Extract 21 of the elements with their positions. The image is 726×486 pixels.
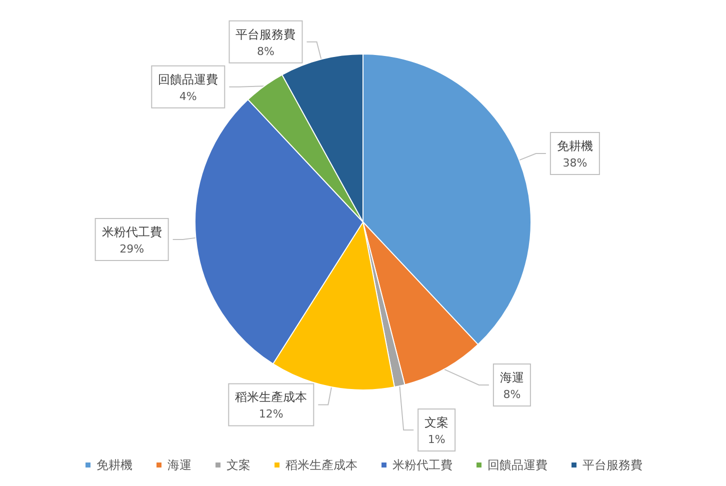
slice-label: 文案 <box>424 415 449 430</box>
data-label: 29% <box>120 242 144 256</box>
slice-label: 平台服務費 <box>236 27 296 42</box>
legend-label: 平台服務費 <box>582 458 642 472</box>
legend-label: 海運 <box>168 458 192 472</box>
slice-label: 米粉代工費 <box>102 225 162 240</box>
slice-label: 回饋品運費 <box>158 72 218 86</box>
data-label: 8% <box>257 44 274 58</box>
data-label: 12% <box>258 408 284 421</box>
slice-label: 稻米生產成本 <box>235 390 308 404</box>
legend-label: 米粉代工費 <box>392 458 452 472</box>
data-label: 38% <box>562 156 588 170</box>
slice-label: 海運 <box>500 370 524 384</box>
legend-label: 免耕機 <box>96 458 132 472</box>
legend-label: 回饋品運費 <box>488 458 548 472</box>
data-label: 8% <box>503 388 521 401</box>
data-label: 4% <box>179 90 197 103</box>
slice-label: 免耕機 <box>556 139 593 154</box>
data-label: 1% <box>428 432 446 446</box>
legend-label: 文案 <box>226 458 250 472</box>
legend-label: 稻米生產成本 <box>286 458 358 472</box>
